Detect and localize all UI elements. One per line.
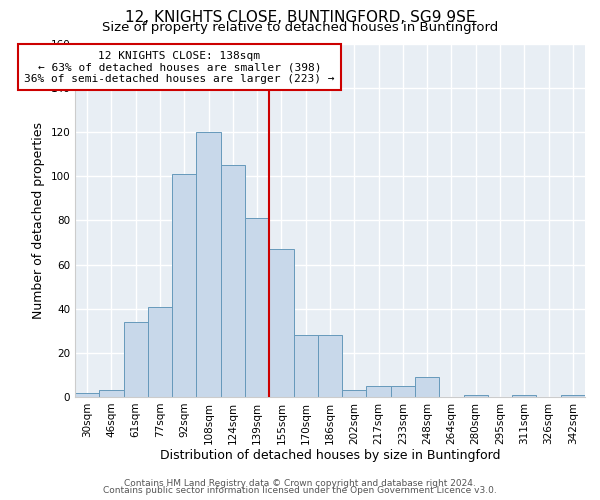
Bar (124, 322, 148, 397)
Bar (293, 335, 318, 397)
Bar (367, 386, 391, 397)
Bar (221, 166, 245, 397)
Bar (391, 386, 415, 397)
Bar (196, 132, 221, 397)
Bar (148, 306, 172, 397)
Bar (342, 390, 367, 397)
Bar (464, 395, 488, 397)
Text: Contains HM Land Registry data © Crown copyright and database right 2024.: Contains HM Land Registry data © Crown c… (124, 478, 476, 488)
Bar (269, 249, 293, 397)
Bar (75, 392, 100, 397)
Text: 12 KNIGHTS CLOSE: 138sqm
← 63% of detached houses are smaller (398)
36% of semi-: 12 KNIGHTS CLOSE: 138sqm ← 63% of detach… (24, 50, 335, 84)
Text: 12, KNIGHTS CLOSE, BUNTINGFORD, SG9 9SE: 12, KNIGHTS CLOSE, BUNTINGFORD, SG9 9SE (125, 10, 475, 25)
Bar (172, 174, 196, 397)
Bar (415, 377, 439, 397)
Text: Size of property relative to detached houses in Buntingford: Size of property relative to detached ho… (102, 21, 498, 34)
Y-axis label: Number of detached properties: Number of detached properties (32, 122, 45, 319)
Bar (245, 218, 269, 397)
Text: Contains public sector information licensed under the Open Government Licence v3: Contains public sector information licen… (103, 486, 497, 495)
Bar (100, 390, 124, 397)
X-axis label: Distribution of detached houses by size in Buntingford: Distribution of detached houses by size … (160, 450, 500, 462)
Bar (512, 395, 536, 397)
Bar (561, 395, 585, 397)
Bar (318, 335, 342, 397)
